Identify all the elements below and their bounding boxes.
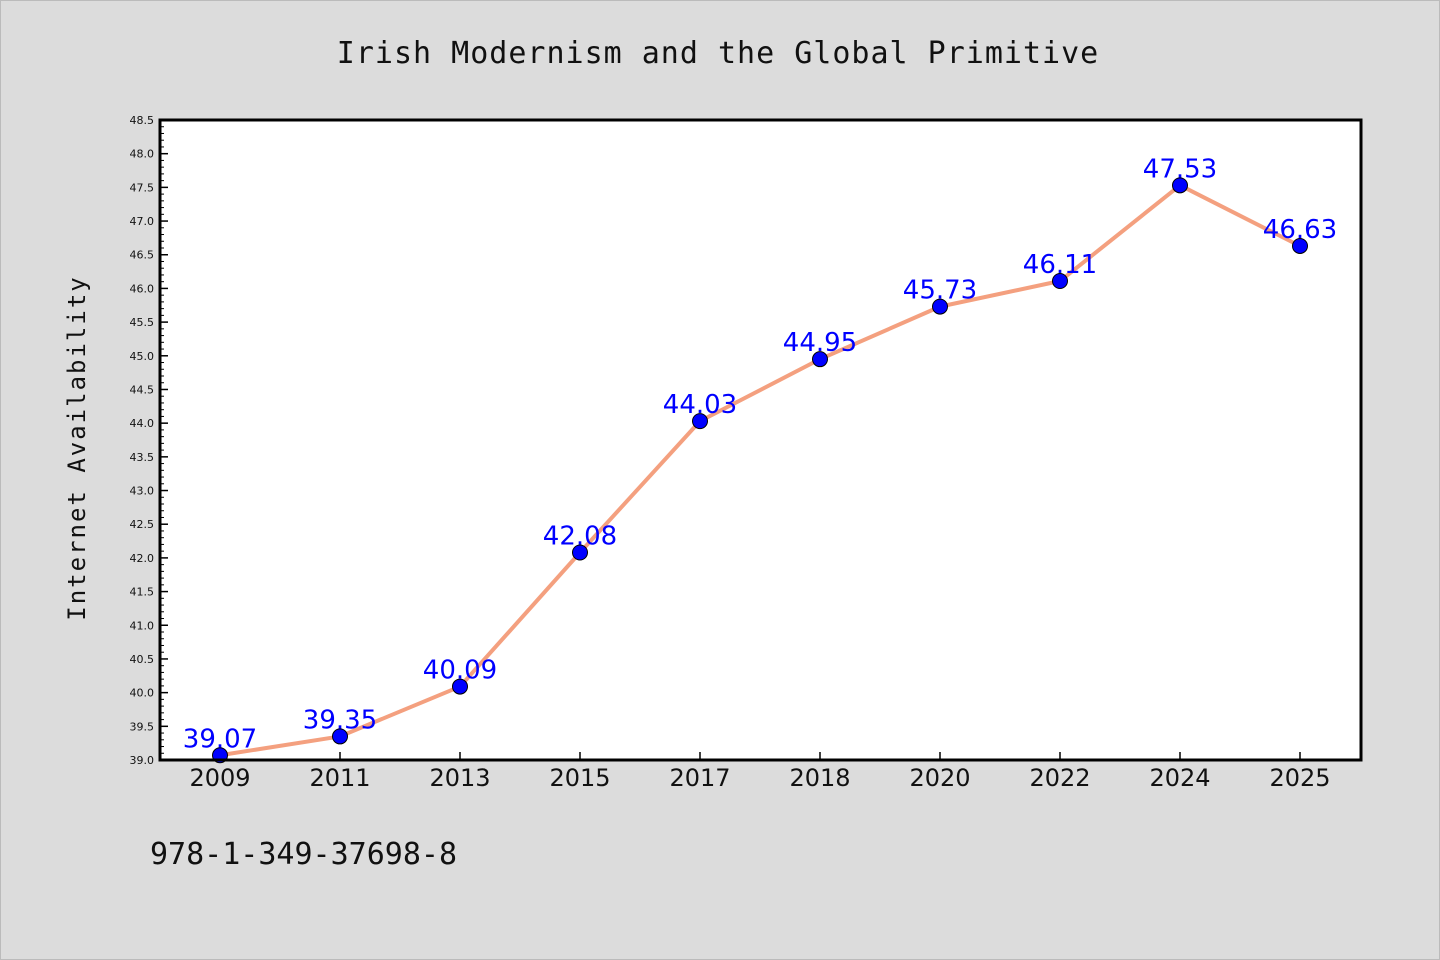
data-point: [332, 728, 348, 745]
y-tick-label: 46.0: [130, 282, 155, 295]
data-point: [452, 678, 468, 695]
data-point: [812, 351, 828, 368]
data-point: [692, 413, 708, 430]
isbn-footer: 978-1-349-37698-8: [150, 837, 457, 872]
y-tick-label: 47.5: [130, 181, 155, 194]
data-label: 39.35: [303, 705, 377, 735]
x-tick-label: 2020: [909, 764, 970, 792]
y-tick-label: 41.0: [130, 619, 155, 632]
y-tick-label: 46.5: [130, 249, 155, 262]
data-point: [1052, 273, 1068, 290]
data-label: 46.11: [1023, 250, 1097, 280]
y-tick-label: 48.5: [130, 114, 155, 127]
x-tick-label: 2025: [1269, 764, 1330, 792]
y-axis-ticks: 39.0 39.5 40.0 40.5 41.0 41.5 42.0 42.5 43.0 43.5…: [130, 114, 168, 767]
y-axis-label: Internet Availability: [63, 275, 91, 620]
data-label: 44.95: [783, 328, 857, 358]
data-label-group: 39.07 39.35 40.09 42.08 44.03 44.95 45.73 46.11…: [183, 154, 1337, 754]
y-tick-label: 44.5: [130, 383, 155, 396]
data-point: [1292, 237, 1308, 254]
x-tick-label: 2013: [429, 764, 490, 792]
y-tick-label: 40.5: [130, 653, 155, 666]
chart-title: Irish Modernism and the Global Primitive: [337, 36, 1099, 71]
x-tick-label: 2015: [549, 764, 610, 792]
y-tick-label: 43.0: [130, 485, 155, 498]
y-tick-label: 41.5: [130, 586, 155, 599]
data-label: 47.53: [1143, 154, 1217, 184]
x-tick-label: 2009: [189, 764, 250, 792]
data-point: [572, 544, 588, 561]
data-label: 44.03: [663, 390, 737, 420]
x-tick-label: 2024: [1149, 764, 1210, 792]
y-tick-label: 44.0: [130, 417, 155, 430]
plot-area: [160, 120, 1361, 760]
y-tick-label: 45.0: [130, 350, 155, 363]
marker-group: [212, 177, 1308, 764]
data-point: [932, 298, 948, 315]
y-tick-label: 42.5: [130, 518, 155, 531]
y-tick-label: 48.0: [130, 148, 155, 161]
data-point: [1172, 177, 1188, 194]
y-tick-label: 42.0: [130, 552, 155, 565]
data-label: 42.08: [543, 522, 617, 552]
x-tick-label: 2011: [309, 764, 370, 792]
y-tick-label: 40.0: [130, 687, 155, 700]
y-tick-label: 47.0: [130, 215, 155, 228]
series-line: [218, 183, 1302, 758]
data-label: 46.63: [1263, 215, 1337, 245]
x-tick-label: 2017: [669, 764, 730, 792]
y-tick-label: 39.0: [130, 754, 155, 767]
y-tick-label: 39.5: [130, 720, 155, 733]
plot-frame: [158, 118, 1363, 762]
data-label: 45.73: [903, 276, 977, 306]
x-tick-label: 2018: [789, 764, 850, 792]
x-tick-label: 2022: [1029, 764, 1090, 792]
data-label: 39.07: [183, 724, 257, 754]
y-tick-label: 43.5: [130, 451, 155, 464]
data-label: 40.09: [423, 656, 497, 686]
series-line-group: [218, 183, 1302, 758]
y-tick-label: 45.5: [130, 316, 155, 329]
